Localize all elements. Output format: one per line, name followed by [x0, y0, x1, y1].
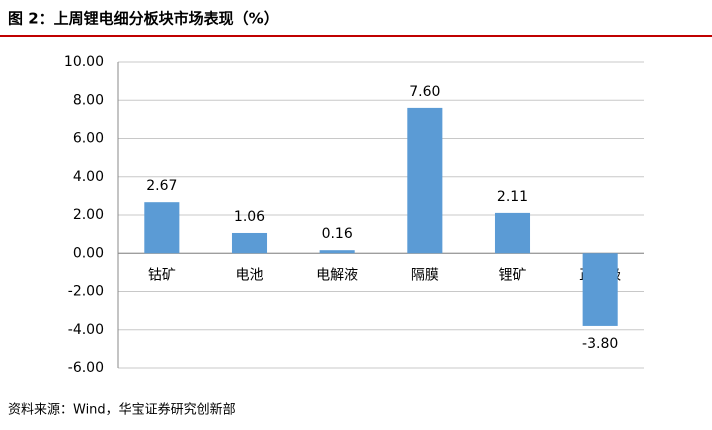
- value-label: -3.80: [582, 336, 618, 352]
- y-tick-label: 8.00: [73, 92, 104, 108]
- x-tick-label: 电解液: [316, 267, 358, 283]
- value-label: 0.16: [322, 226, 353, 242]
- value-label: 1.06: [234, 209, 265, 225]
- y-tick-label: -4.00: [68, 322, 104, 338]
- bar: [319, 250, 355, 254]
- chart-title: 图 2：上周锂电细分板块市场表现（%）: [8, 10, 279, 28]
- x-tick-label: 隔膜: [411, 267, 439, 283]
- bar: [494, 212, 531, 254]
- y-tick-label: -6.00: [68, 360, 104, 376]
- value-label: 2.67: [146, 178, 177, 194]
- bar: [582, 253, 618, 326]
- bar: [231, 232, 268, 254]
- y-tick-label: 0.00: [73, 245, 104, 261]
- bar: [407, 107, 443, 254]
- value-label: 7.60: [409, 84, 440, 100]
- y-tick-label: 10.00: [64, 54, 104, 70]
- y-tick-label: -2.00: [68, 284, 104, 300]
- x-tick-label: 锂矿: [499, 267, 527, 283]
- value-label: 2.11: [497, 189, 528, 205]
- y-tick-label: 6.00: [73, 131, 104, 147]
- y-tick-label: 2.00: [73, 207, 104, 223]
- x-tick-label: 钴矿: [148, 267, 176, 283]
- bar: [144, 202, 180, 254]
- x-tick-label: 电池: [236, 267, 264, 283]
- source-note: 资料来源：Wind，华宝证券研究创新部: [8, 402, 236, 418]
- y-tick-label: 4.00: [73, 169, 104, 185]
